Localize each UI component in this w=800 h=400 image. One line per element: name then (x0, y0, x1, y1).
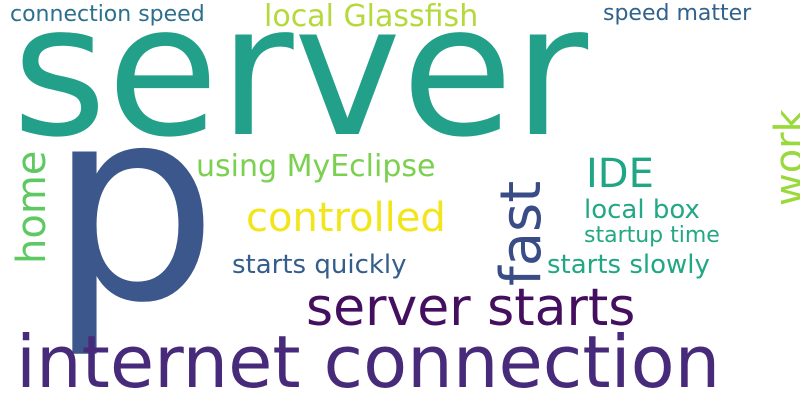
word-speed-matter: speed matter (603, 1, 752, 26)
word-local-glassfish: local Glassfish (264, 0, 479, 34)
word-controlled: controlled (246, 195, 446, 241)
word-server: server (12, 0, 589, 177)
word-using-myeclipse: using MyEclipse (196, 149, 436, 184)
word-starts-quickly: starts quickly (232, 250, 407, 280)
word-internet-connection: internet connection (16, 320, 721, 400)
word-connection-speed: connection speed (10, 2, 205, 27)
word-p: p (48, 50, 219, 362)
word-server-starts: server starts (306, 278, 636, 338)
word-home: home (9, 150, 55, 264)
word-startup-time: startup time (584, 223, 720, 248)
word-local-box: local box (584, 195, 700, 225)
word-fast: fast (489, 180, 554, 286)
word-work: work (767, 109, 800, 206)
word-starts-slowly: starts slowly (547, 250, 710, 280)
word-ide: IDE (586, 151, 654, 197)
